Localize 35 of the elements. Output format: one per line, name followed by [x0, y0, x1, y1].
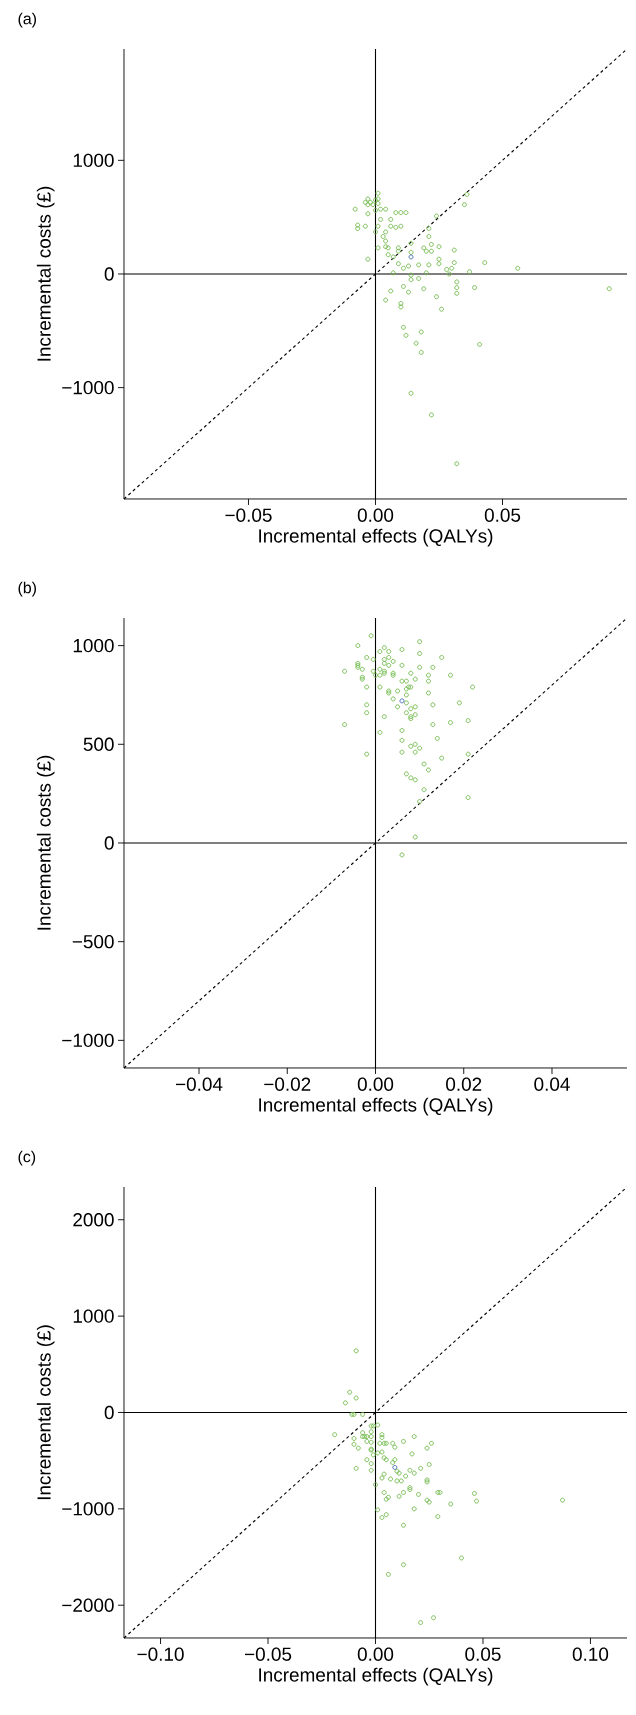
x-tick-label: 0.00	[357, 1077, 394, 1091]
y-tick-label: 0	[104, 267, 114, 281]
y-tick-label: 1000	[73, 153, 114, 168]
y-tick-label: −1000	[62, 380, 114, 395]
x-axis-title: Incremental effects (QALYs)	[259, 528, 493, 547]
x-tick-label: 0.00	[357, 508, 394, 522]
x-tick-label: 0.00	[357, 1647, 394, 1661]
x-axis-title: Incremental effects (QALYs)	[259, 1667, 493, 1686]
x-tick-label: 0.02	[446, 1077, 482, 1091]
chart-title: (b)	[18, 581, 36, 597]
y-tick-label: −2000	[62, 1598, 114, 1612]
x-axis-title: Incremental effects (QALYs)	[259, 1097, 493, 1116]
chart-title: (c)	[18, 1150, 36, 1166]
y-tick-label: 500	[83, 737, 114, 751]
y-axis-title: Incremental costs (£)	[36, 186, 55, 361]
x-tick-label: 0.04	[534, 1077, 570, 1091]
y-axis-title: Incremental costs (£)	[36, 1325, 55, 1500]
y-tick-label: −1000	[62, 1502, 114, 1516]
y-axis-title: Incremental costs (£)	[36, 755, 55, 930]
x-tick-label: −0.05	[225, 508, 272, 522]
y-tick-label: 1000	[73, 638, 114, 653]
x-tick-label: −0.04	[176, 1077, 223, 1091]
x-tick-label: −0.05	[245, 1647, 292, 1661]
y-tick-label: 1000	[73, 1309, 114, 1323]
x-tick-label: 0.05	[465, 1647, 501, 1661]
y-tick-label: −1000	[62, 1033, 114, 1048]
y-tick-label: −500	[72, 934, 114, 949]
y-tick-label: 0	[104, 1405, 114, 1420]
y-tick-label: 2000	[73, 1213, 114, 1227]
chart-title: (a)	[18, 12, 36, 28]
x-tick-label: −0.10	[137, 1647, 184, 1661]
x-tick-label: −0.02	[264, 1077, 311, 1091]
x-tick-label: 0.05	[484, 508, 521, 522]
y-tick-label: 0	[104, 836, 114, 850]
x-tick-label: 0.10	[572, 1647, 609, 1661]
